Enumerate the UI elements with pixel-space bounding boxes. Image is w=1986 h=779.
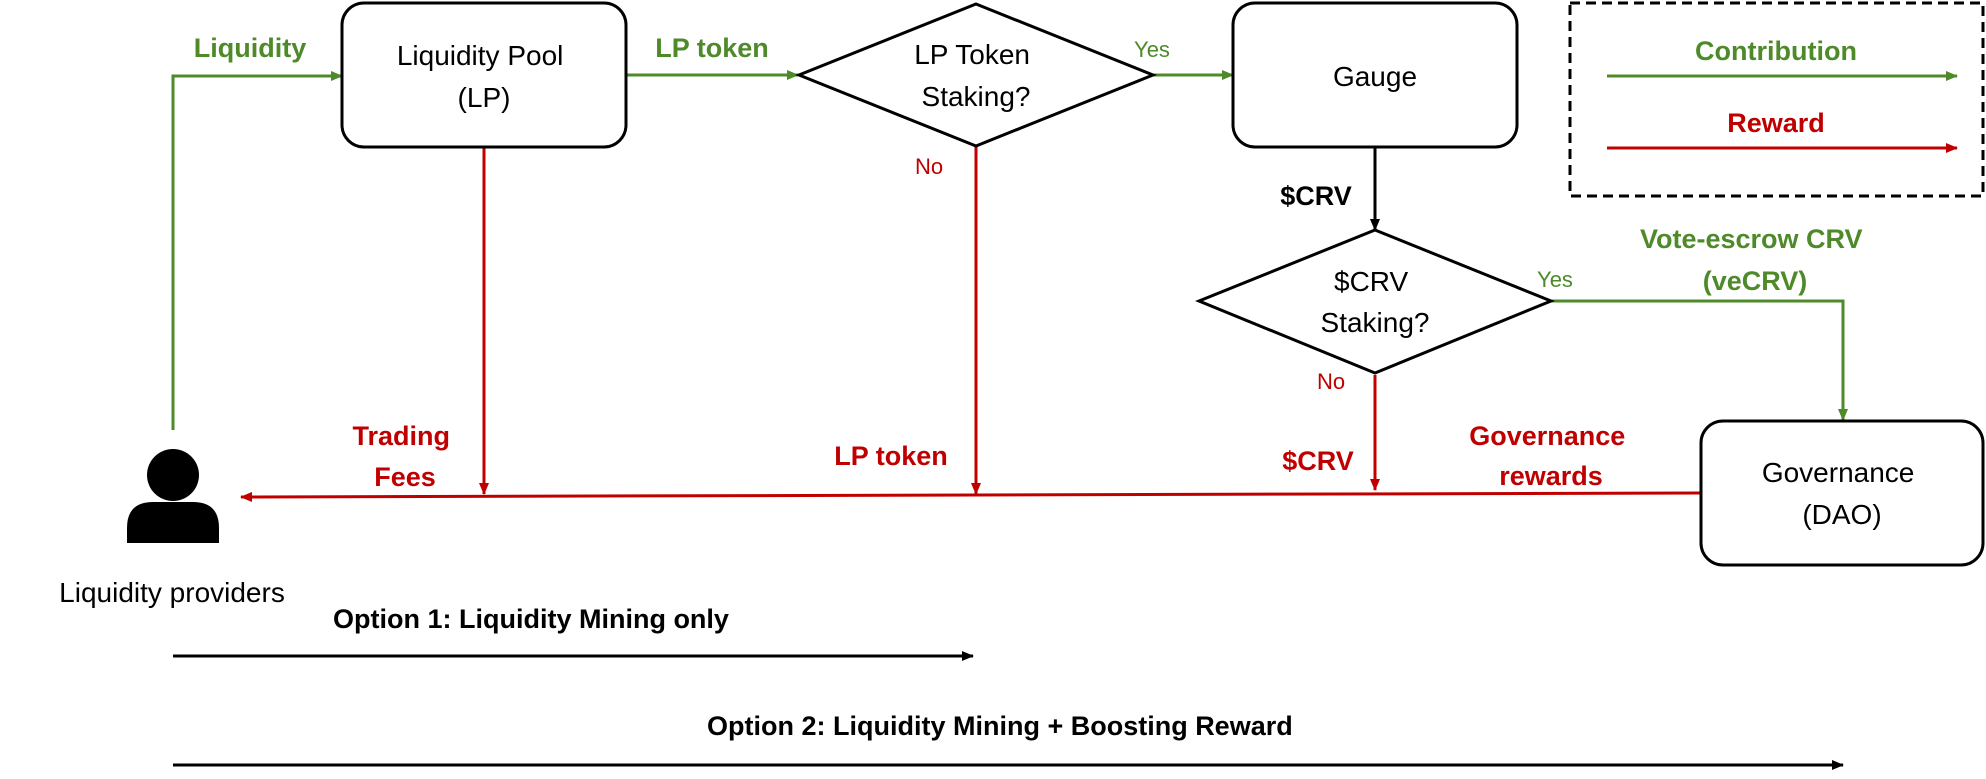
svg-text:Liquidity Pool (LP): Liquidity Pool (LP) — [397, 40, 571, 113]
gauge-node: Gauge — [1231, 1, 1519, 149]
lp-no-label: No — [915, 154, 943, 179]
legend: Contribution Reward — [1568, 1, 1985, 198]
svg-text:LP Token Staking?: LP Token Staking? — [914, 39, 1038, 112]
liquidity-pool-node: Liquidity Pool (LP) — [340, 1, 628, 149]
svg-text:Governance (DAO): Governance (DAO) — [1762, 457, 1922, 530]
option1-label: Option 1: Liquidity Mining only — [333, 604, 729, 634]
option2-label: Option 2: Liquidity Mining + Boosting Re… — [707, 711, 1293, 741]
legend-contribution-label: Contribution — [1695, 36, 1857, 66]
governance-rewards-label: Governance rewards — [1469, 421, 1633, 491]
lp-token-return-label: LP token — [834, 441, 948, 471]
lp-token-label: LP token — [655, 33, 769, 63]
liquidity-edge — [171, 71, 343, 430]
person-icon — [127, 449, 219, 543]
gauge-crv-label: $CRV — [1280, 181, 1352, 211]
svg-text:$CRV Staking?: $CRV Staking? — [1321, 266, 1430, 338]
liquidity-providers-label: Liquidity providers — [59, 577, 285, 608]
crv-no-label: No — [1317, 369, 1345, 394]
liquidity-label: Liquidity — [194, 33, 306, 63]
lp-yes-label: Yes — [1134, 37, 1170, 62]
lp-token-staking-decision: LP Token Staking? — [794, 2, 1158, 148]
governance-dao-node: Governance (DAO) — [1699, 419, 1985, 567]
legend-reward-label: Reward — [1727, 108, 1825, 138]
crv-staking-decision: $CRV Staking? — [1195, 228, 1555, 375]
governance-return-edge — [240, 491, 1701, 502]
crv-return-label: $CRV — [1282, 446, 1354, 476]
crv-yes-edge — [1551, 299, 1848, 421]
crv-yes-label: Yes — [1537, 267, 1573, 292]
svg-text:Gauge: Gauge — [1333, 61, 1417, 92]
trading-fees-label: Trading Fees — [352, 421, 457, 492]
vecrv-label: Vote-escrow CRV (veCRV) — [1640, 224, 1870, 296]
